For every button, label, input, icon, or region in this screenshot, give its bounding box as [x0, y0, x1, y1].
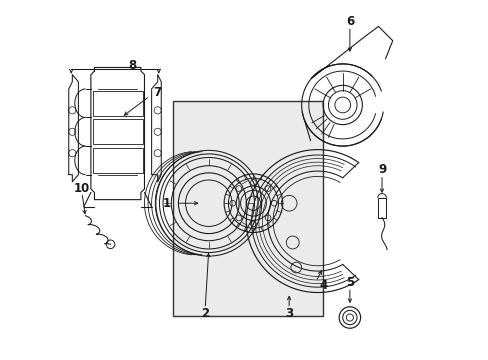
- Text: 4: 4: [319, 279, 327, 292]
- Text: 5: 5: [345, 276, 353, 289]
- Text: 8: 8: [127, 59, 136, 72]
- Bar: [93, 119, 142, 144]
- Text: 1: 1: [163, 197, 171, 210]
- Text: 2: 2: [201, 307, 209, 320]
- Text: 3: 3: [285, 307, 293, 320]
- Bar: [93, 91, 142, 116]
- Text: 9: 9: [377, 163, 386, 176]
- Text: 10: 10: [74, 183, 90, 195]
- Bar: [93, 148, 142, 173]
- Text: 6: 6: [345, 14, 353, 27]
- Bar: [173, 102, 323, 316]
- Text: 7: 7: [153, 86, 161, 99]
